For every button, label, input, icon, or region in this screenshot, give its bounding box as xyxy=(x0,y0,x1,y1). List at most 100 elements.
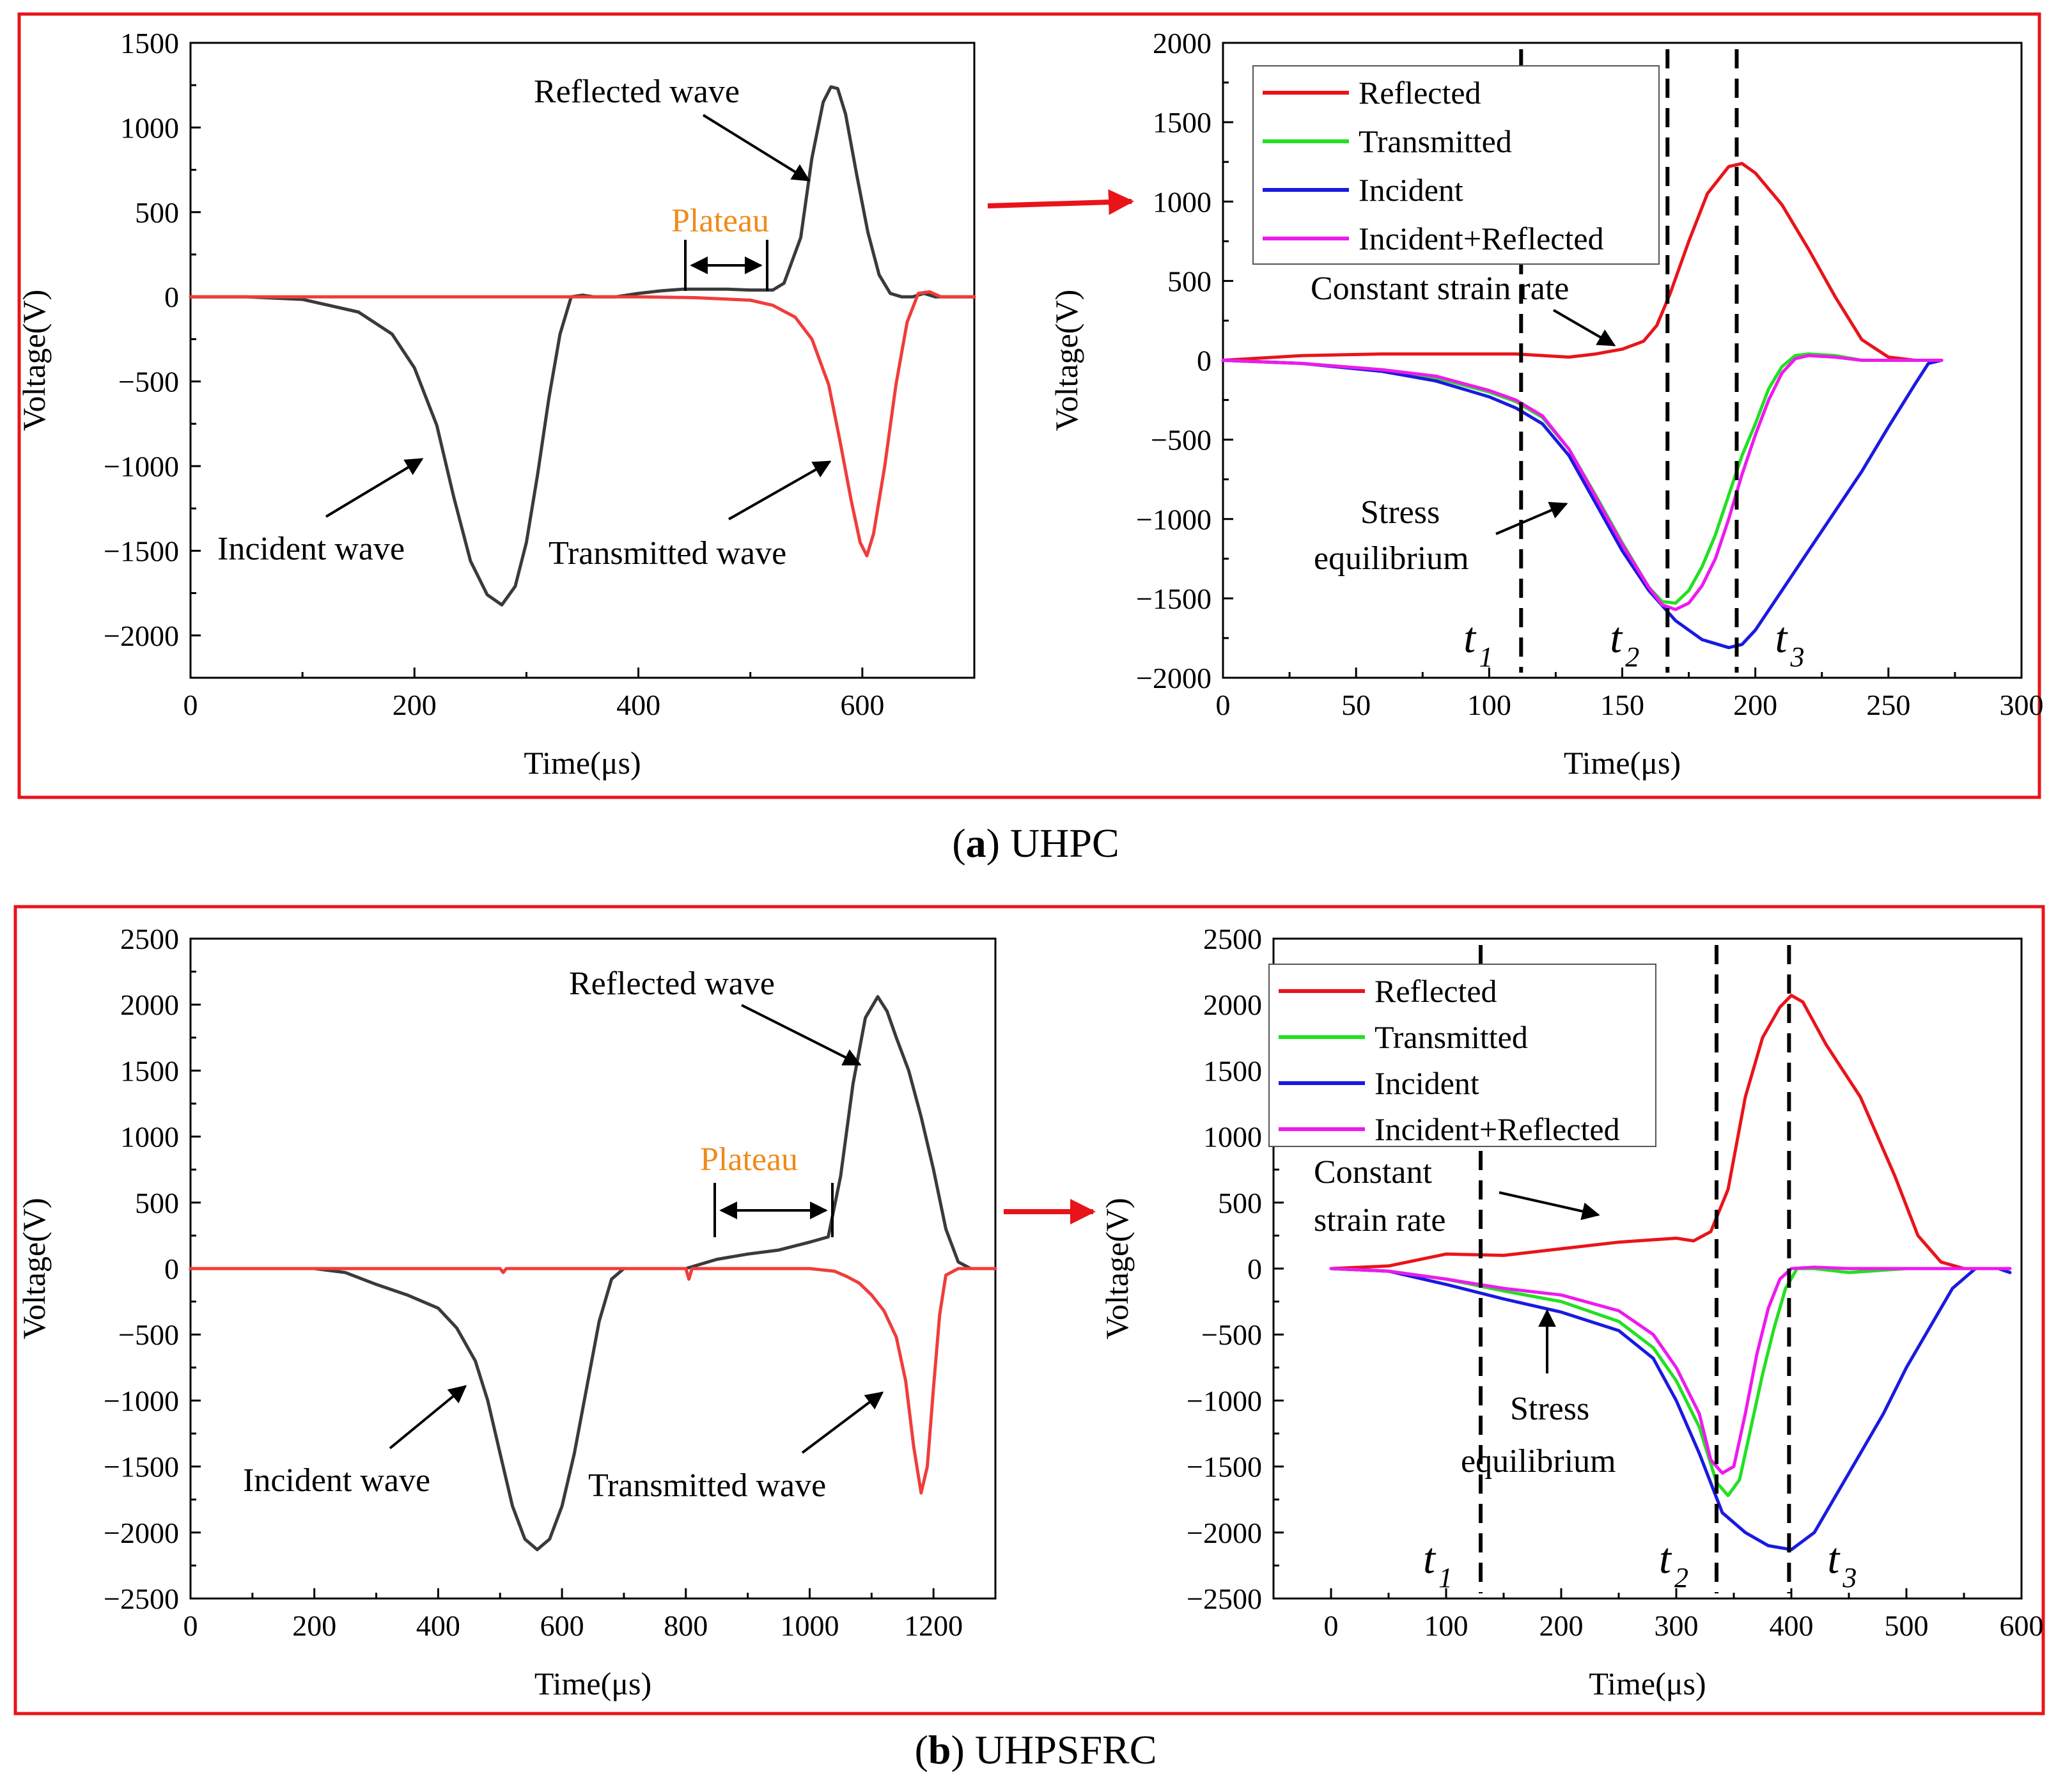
x-tick-label: 200 xyxy=(1733,689,1777,721)
y-tick-label: −1500 xyxy=(104,1451,179,1483)
time-marker-subscript: 3 xyxy=(1790,641,1805,673)
annotations-b-left: Reflected wave Incident wave Transmitted… xyxy=(243,965,884,1504)
series-line-incident xyxy=(1221,359,1943,650)
x-tick-label: 0 xyxy=(183,689,198,721)
x-tick-label: 500 xyxy=(1885,1609,1929,1642)
legend-entry-label: Transmitted xyxy=(1359,123,1512,159)
incident-wave-label: Incident wave xyxy=(217,531,405,567)
x-tick-label: 400 xyxy=(416,1609,460,1642)
time-marker-subscript: 1 xyxy=(1479,641,1493,673)
panel-a-letter: a xyxy=(966,820,986,866)
constant-strain-rate-arrow xyxy=(1552,309,1616,347)
chart-uhpc-raw-signals: 0 200 400 600 1500 1000 500 0 −500 −1000 −1500 −200… xyxy=(16,27,976,781)
panel-b-frame xyxy=(13,905,2045,1716)
panel-b-letter: b xyxy=(928,1727,951,1772)
x-tick-label: 200 xyxy=(393,689,437,721)
series-line-transmitted-signal xyxy=(189,290,976,558)
time-marker-subscript: 1 xyxy=(1438,1562,1453,1593)
x-axis-label: Time(μs) xyxy=(1589,1666,1706,1701)
y-tick-label: 2000 xyxy=(1203,989,1262,1021)
series-line-incident-reflected-signal xyxy=(189,85,976,607)
y-tick-label: −2000 xyxy=(104,1517,179,1549)
y-tick-label: −2000 xyxy=(1136,662,1211,694)
legend-entry-label: Incident xyxy=(1359,172,1463,208)
y-tick-label: −2500 xyxy=(104,1583,179,1615)
x-tick-label: 1200 xyxy=(904,1609,963,1642)
y-tick-label: −1500 xyxy=(1136,582,1211,615)
x-tick-label: 250 xyxy=(1866,689,1910,721)
series-line-incident-reflected xyxy=(1221,354,1943,611)
legend-entry-label: Incident+Reflected xyxy=(1375,1111,1620,1147)
annotations-b-right: Constant strain rate Stress equilibrium xyxy=(1314,1154,1616,1480)
y-tick-label: −2500 xyxy=(1187,1583,1262,1615)
x-tick-label: 300 xyxy=(1655,1609,1699,1642)
series-line-transmitted-signal xyxy=(189,1267,997,1495)
y-tick-label: −1500 xyxy=(104,535,179,567)
time-marker-label: t xyxy=(1423,1534,1437,1583)
x-tick-label: 200 xyxy=(292,1609,336,1642)
y-tick-label: 2500 xyxy=(1203,923,1262,955)
y-tick-label: 0 xyxy=(1197,345,1211,377)
y-tick-label: 500 xyxy=(1218,1187,1262,1219)
x-axis-label: Time(μs) xyxy=(534,1666,651,1701)
y-axis-label: Voltage(V) xyxy=(16,1198,52,1339)
y-tick-label: 1500 xyxy=(120,1054,179,1087)
x-axis-label: Time(μs) xyxy=(524,745,641,781)
y-tick-label: 0 xyxy=(1247,1253,1262,1285)
y-axis-label: Voltage(V) xyxy=(1099,1198,1135,1339)
transmitted-wave-arrow xyxy=(801,1391,884,1454)
stress-label: Stress xyxy=(1510,1391,1589,1427)
transmitted-wave-label: Transmitted wave xyxy=(549,535,786,572)
y-axis-label: Voltage(V) xyxy=(1048,290,1084,431)
x-tick-label: 1000 xyxy=(780,1609,839,1642)
stress-equilibrium-arrow xyxy=(1495,502,1568,535)
y-tick-label: −2000 xyxy=(104,620,179,652)
legend-entry-label: Reflected xyxy=(1359,75,1481,111)
y-tick-label: −2000 xyxy=(1187,1517,1262,1549)
y-tick-label: −500 xyxy=(118,366,179,398)
constant-strain-rate-label: Constant strain rate xyxy=(1311,270,1569,307)
chart-uhpc-aligned-signals: 0 50 100 150 200 250 300 2000 1500 1000 500 0 −500 −1… xyxy=(1048,27,2044,781)
x-tick-label: 150 xyxy=(1600,689,1644,721)
reflected-wave-label: Reflected wave xyxy=(569,965,775,1002)
y-tick-label: −500 xyxy=(118,1318,179,1351)
y-tick-label: −1000 xyxy=(1136,503,1211,536)
y-tick-label: 1000 xyxy=(120,111,179,144)
chart-uhpsfrc-aligned-signals: 0 100 200 300 400 500 600 2500 2000 1500 1000 500 0 −… xyxy=(1099,923,2044,1701)
strain-rate-label: strain rate xyxy=(1314,1202,1445,1239)
y-tick-label: −500 xyxy=(1151,424,1211,457)
y-tick-label: 0 xyxy=(164,281,179,313)
reflected-wave-arrow xyxy=(741,1004,862,1066)
incident-wave-arrow xyxy=(389,1385,467,1450)
time-marker-subscript: 2 xyxy=(1625,641,1639,673)
x-tick-label: 300 xyxy=(2000,689,2044,721)
y-tick-label: 2500 xyxy=(120,923,179,955)
plot-area xyxy=(189,42,976,679)
x-tick-label: 100 xyxy=(1467,689,1511,721)
legend-entry-label: Reflected xyxy=(1375,973,1497,1009)
y-tick-label: 1000 xyxy=(1203,1121,1262,1153)
x-tick-label: 600 xyxy=(2000,1609,2044,1642)
x-tick-label: 600 xyxy=(540,1609,584,1642)
equilibrium-label: equilibrium xyxy=(1461,1443,1616,1480)
x-tick-label: 0 xyxy=(1324,1609,1339,1642)
reflected-wave-label: Reflected wave xyxy=(534,74,740,110)
y-tick-label: 1500 xyxy=(1153,106,1211,139)
series-line-reflected xyxy=(1329,994,2012,1270)
panel-b-name: UHPSFRC xyxy=(975,1727,1157,1772)
x-tick-label: 400 xyxy=(616,689,660,721)
plateau-label: Plateau xyxy=(700,1141,798,1178)
y-tick-label: 500 xyxy=(135,196,179,229)
reflected-wave-arrow xyxy=(702,114,811,182)
x-tick-label: 400 xyxy=(1770,1609,1814,1642)
legend-box xyxy=(1268,964,1656,1147)
time-marker-label: t xyxy=(1827,1534,1841,1583)
transmitted-wave-arrow xyxy=(728,460,832,520)
y-tick-label: 1500 xyxy=(120,27,179,59)
x-tick-label: 0 xyxy=(1216,689,1231,721)
panel-a-connector-arrow xyxy=(987,189,1134,215)
x-axis-label: Time(μs) xyxy=(1564,745,1681,781)
annotations-a-right: Constant strain rate Stress equilibrium xyxy=(1311,270,1616,577)
constant-label: Constant xyxy=(1314,1154,1432,1191)
y-tick-label: 500 xyxy=(1167,265,1211,297)
